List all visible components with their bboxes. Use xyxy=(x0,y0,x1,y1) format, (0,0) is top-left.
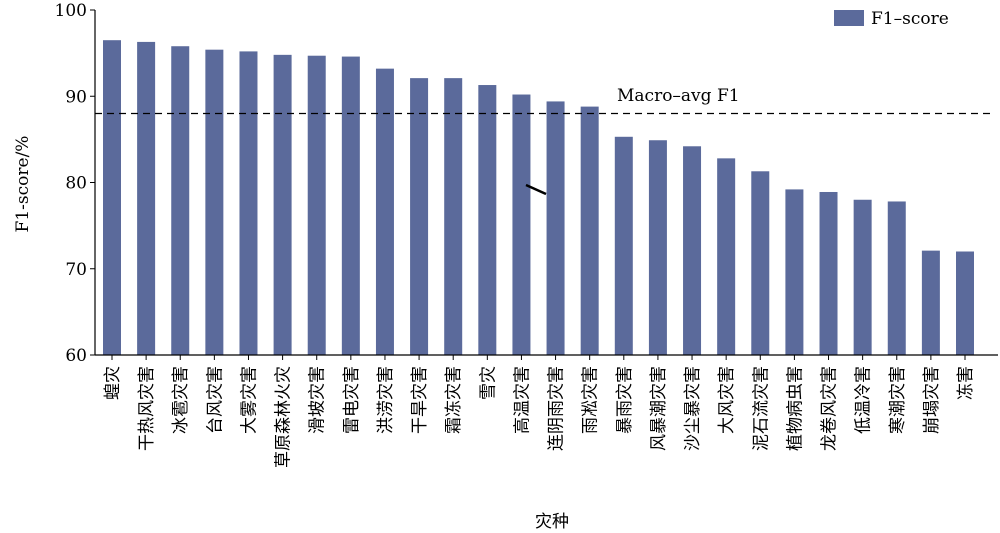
bar-8 xyxy=(375,68,394,356)
x-tick-label: 暴雨灾害 xyxy=(615,366,635,434)
x-tick-label: 大风灾害 xyxy=(717,366,737,434)
bar-4 xyxy=(239,51,258,356)
x-tick-label: 草原森林火灾 xyxy=(274,366,294,468)
bar-20 xyxy=(785,189,804,355)
x-tick-label: 大雾灾害 xyxy=(239,366,259,434)
bar-16 xyxy=(648,140,667,355)
y-tick-labels: 60 70 80 90 100 xyxy=(55,1,95,366)
x-tick-labels: 蝗灾 干热风灾害 冰雹灾害 台风灾害 大雾灾害 草原森林火灾 滑坡灾害 雷电灾害 洪涝灾害 干旱灾… xyxy=(103,355,976,468)
x-tick-label: 泥石流灾害 xyxy=(751,366,771,451)
y-tick-label: 80 xyxy=(65,174,87,194)
x-tick-label: 洪涝灾害 xyxy=(376,366,396,434)
bar-19 xyxy=(751,171,770,355)
x-tick-label: 植物病虫害 xyxy=(785,366,805,451)
x-tick-label: 低温冷害 xyxy=(854,366,874,434)
bar-11 xyxy=(478,85,497,355)
bar-14 xyxy=(580,106,599,355)
x-tick-label: 高温灾害 xyxy=(512,366,532,434)
bar-22 xyxy=(853,199,872,355)
bar-13 xyxy=(546,101,565,355)
x-tick-label: 滑坡灾害 xyxy=(308,366,328,434)
x-tick-label: 冰雹灾害 xyxy=(171,366,191,434)
legend-label: F1–score xyxy=(871,9,949,29)
x-tick-label: 雪灾 xyxy=(478,366,498,400)
x-tick-label: 台风灾害 xyxy=(205,366,225,434)
bar-24 xyxy=(921,250,940,355)
x-tick-label: 冻害 xyxy=(956,366,976,400)
x-tick-label: 龙卷风灾害 xyxy=(820,366,840,451)
y-tick-label: 70 xyxy=(65,260,87,280)
y-tick-label: 100 xyxy=(55,1,87,21)
bar-0 xyxy=(103,40,121,355)
x-tick-label: 霜冻灾害 xyxy=(444,366,464,434)
x-tick-label: 风暴潮灾害 xyxy=(649,366,669,451)
x-tick-label: 寒潮灾害 xyxy=(888,366,908,434)
legend: F1–score xyxy=(834,9,949,29)
bars-layer xyxy=(103,40,974,356)
reference-label-pointer xyxy=(525,183,547,196)
legend-swatch xyxy=(834,10,864,26)
x-tick-label: 沙尘暴灾害 xyxy=(683,366,703,451)
y-axis-title: F1-score/% xyxy=(13,136,33,233)
bar-9 xyxy=(410,78,429,355)
x-tick-label: 连阴雨灾害 xyxy=(547,366,567,451)
x-tick-label: 干热风灾害 xyxy=(137,366,157,451)
bar-10 xyxy=(444,78,463,355)
bar-1 xyxy=(137,41,156,355)
bar-21 xyxy=(819,191,838,355)
reference-line-layer xyxy=(95,112,990,196)
x-axis-title: 灾种 xyxy=(535,512,569,532)
x-tick-label: 蝗灾 xyxy=(103,366,123,400)
bar-15 xyxy=(614,136,633,355)
bar-5 xyxy=(273,54,292,355)
y-tick-label: 90 xyxy=(65,87,87,107)
bar-25 xyxy=(956,251,974,355)
bar-17 xyxy=(683,146,702,355)
x-tick-label: 崩塌灾害 xyxy=(922,366,942,434)
bar-18 xyxy=(717,158,736,355)
x-tick-label: 雷电灾害 xyxy=(342,366,362,434)
x-tick-label: 雨凇灾害 xyxy=(581,366,601,434)
bar-23 xyxy=(887,201,906,355)
bar-3 xyxy=(205,49,224,356)
bar-12 xyxy=(512,94,531,356)
bar-6 xyxy=(307,55,326,356)
reference-line-label: Macro–avg F1 xyxy=(617,86,740,106)
bar-7 xyxy=(341,56,360,355)
y-tick-label: 60 xyxy=(65,346,87,366)
x-tick-label: 干旱灾害 xyxy=(410,366,430,434)
bar-2 xyxy=(171,46,190,355)
